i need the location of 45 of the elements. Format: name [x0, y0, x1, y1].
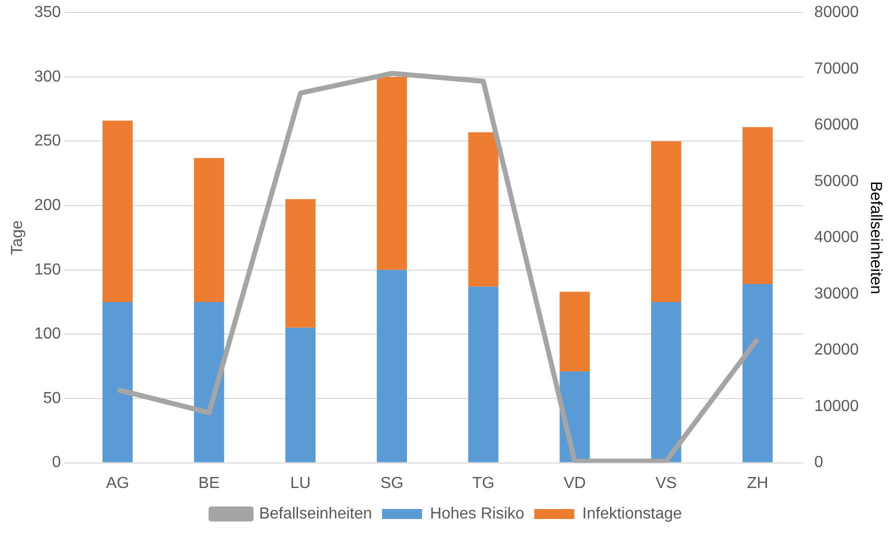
- bar: [194, 302, 224, 462]
- y2-tick-label: 10000: [814, 398, 859, 415]
- y2-tick-label: 30000: [814, 285, 859, 302]
- y-tick-label: 350: [34, 4, 61, 22]
- x-tick-label: AG: [106, 474, 130, 492]
- bar: [376, 76, 407, 270]
- bar: [742, 284, 773, 462]
- y2-tick-label: 70000: [814, 60, 859, 78]
- bar: [285, 199, 316, 328]
- y-tick-label: 100: [34, 326, 61, 343]
- bar: [102, 120, 133, 302]
- y-tick-label: 200: [34, 196, 61, 214]
- x-tick-label: VS: [655, 474, 677, 492]
- y-tick-label: 250: [34, 132, 61, 150]
- y2-tick-label: 40000: [814, 229, 859, 246]
- legend-label: Hohes Risiko: [430, 505, 524, 522]
- y-tick-label: 0: [52, 454, 61, 472]
- bar: [194, 158, 224, 302]
- y2-tick-label: 60000: [814, 116, 859, 134]
- y2-tick-label: 20000: [814, 342, 859, 359]
- bar: [285, 328, 316, 462]
- bar: [468, 286, 498, 462]
- y-axis-title: Tage: [9, 220, 26, 256]
- bar: [651, 141, 682, 302]
- bar: [651, 302, 682, 462]
- x-tick-label: BE: [198, 474, 220, 492]
- legend-label: Befallseinheiten: [259, 505, 372, 522]
- bar: [376, 270, 407, 462]
- y-tick-label: 150: [34, 261, 61, 278]
- x-tick-label: ZH: [746, 474, 768, 492]
- x-tick-label: LU: [290, 474, 311, 492]
- y-tick-label: 50: [43, 390, 61, 407]
- y2-tick-label: 50000: [814, 172, 859, 190]
- y2-axis-title: Befallseinheiten: [866, 181, 884, 294]
- legend-label: Infektionstage: [582, 505, 682, 522]
- y2-tick-label: 0: [814, 454, 824, 472]
- x-tick-label: TG: [472, 474, 494, 492]
- bar: [468, 132, 498, 287]
- x-tick-label: VD: [564, 474, 586, 492]
- y-tick-label: 300: [34, 68, 61, 86]
- bar: [560, 292, 590, 372]
- x-tick-label: SG: [380, 474, 404, 492]
- bar: [102, 302, 133, 462]
- y2-tick-label: 80000: [814, 4, 859, 22]
- bar: [742, 127, 773, 284]
